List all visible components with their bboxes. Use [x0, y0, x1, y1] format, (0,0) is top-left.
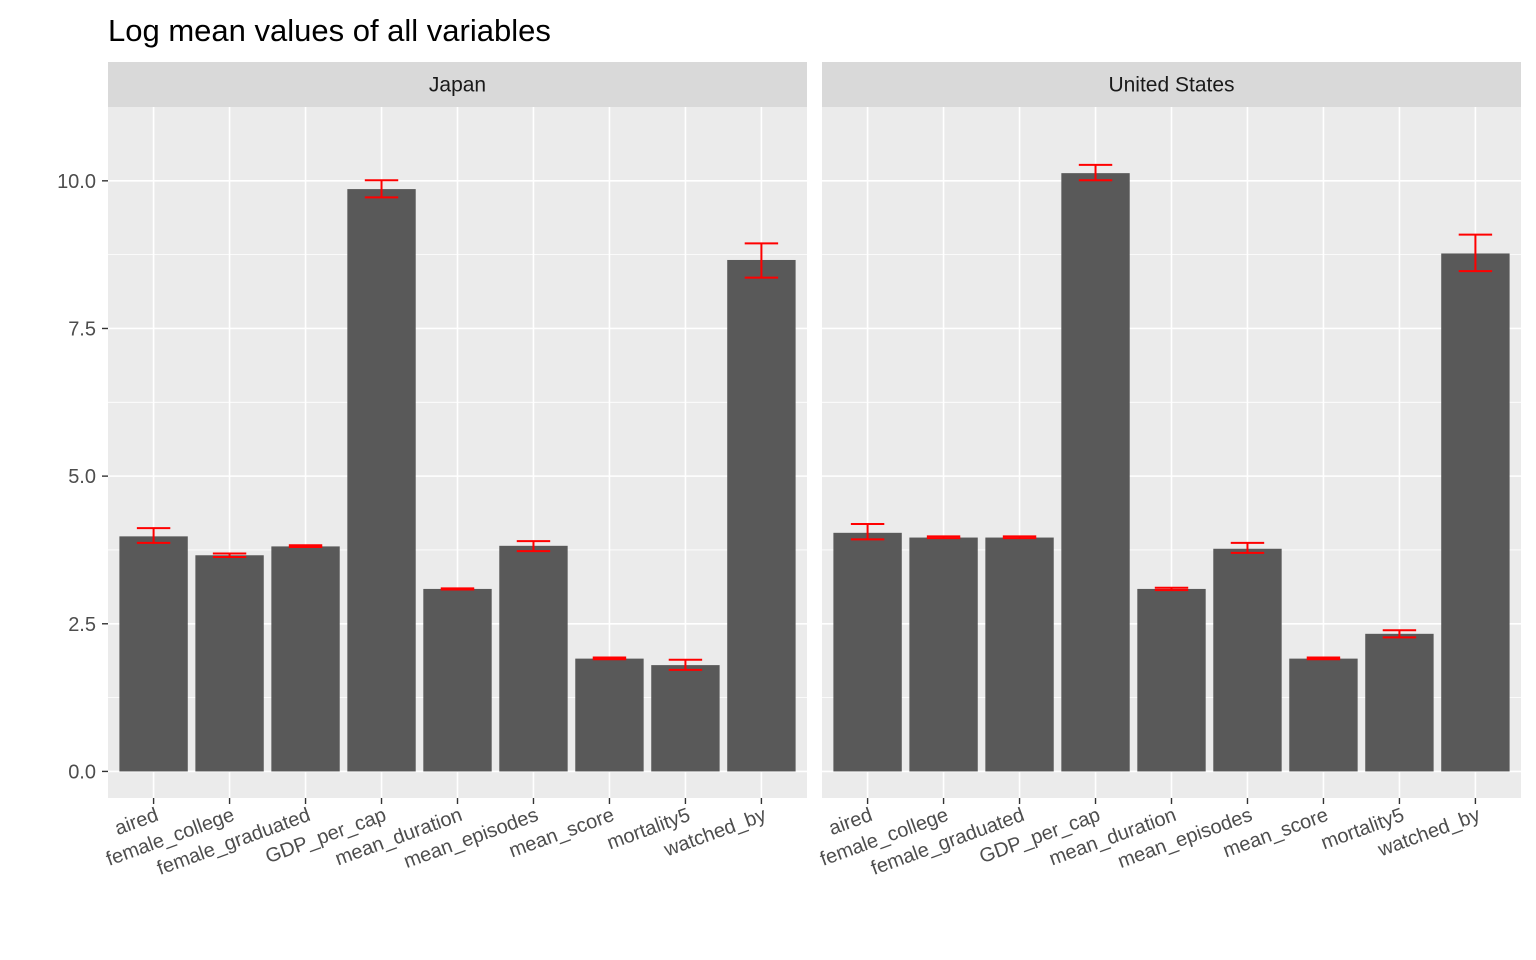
facet-strip	[822, 62, 1521, 107]
error-bar-aired	[850, 522, 885, 541]
bar-watched_by	[1441, 253, 1510, 772]
y-tick-label: 10.0	[57, 171, 96, 193]
bar-mean_duration	[423, 588, 492, 772]
facet-strip	[108, 62, 807, 107]
error-bar-female_college	[212, 552, 247, 559]
bar-watched_by	[727, 259, 796, 772]
bar-mean_episodes	[499, 545, 568, 772]
bar-mean_episodes	[1213, 548, 1282, 772]
bar-mean_score	[575, 658, 644, 772]
error-bar-watched_by	[744, 242, 779, 279]
y-tick-label: 5.0	[68, 466, 96, 488]
error-bar-gdp_per_cap	[364, 179, 399, 199]
facet-panel-japan: Japanairedfemale_collegefemale_graduated…	[57, 62, 807, 880]
error-bar-female_graduated	[288, 544, 323, 548]
facet-strip-label: United States	[1108, 74, 1234, 97]
error-bar-gdp_per_cap	[1078, 163, 1113, 182]
bar-female_graduated	[271, 546, 340, 772]
error-bar-watched_by	[1458, 233, 1493, 273]
bar-mortality5	[651, 665, 720, 772]
error-bar-mean_score	[592, 656, 627, 661]
y-tick-label: 2.5	[68, 614, 96, 636]
bar-gdp_per_cap	[1061, 173, 1130, 772]
error-bar-mortality5	[1382, 629, 1417, 639]
error-bar-mean_duration	[440, 587, 475, 591]
bar-mean_score	[1289, 658, 1358, 772]
facet-strip-label: Japan	[429, 74, 486, 97]
panels: Japanairedfemale_collegefemale_graduated…	[57, 62, 1521, 880]
bar-aired	[833, 532, 902, 772]
bar-gdp_per_cap	[347, 189, 416, 772]
chart-title: Log mean values of all variables	[108, 13, 551, 48]
error-bar-mortality5	[668, 658, 703, 671]
error-bar-mean_score	[1306, 656, 1341, 661]
facet-panel-united-states: United Statesairedfemale_collegefemale_g…	[817, 62, 1521, 880]
bar-aired	[119, 536, 188, 772]
error-bar-mean_episodes	[516, 540, 551, 553]
y-tick-label: 0.0	[68, 761, 96, 783]
error-bar-aired	[136, 527, 171, 544]
error-bar-female_graduated	[1002, 535, 1037, 540]
bar-mean_duration	[1137, 588, 1206, 772]
bar-female_college	[909, 537, 978, 772]
error-bar-female_college	[926, 535, 961, 540]
error-bar-mean_duration	[1154, 586, 1189, 592]
bar-mortality5	[1365, 633, 1434, 772]
y-tick-label: 7.5	[68, 318, 96, 340]
error-bar-mean_episodes	[1230, 541, 1265, 554]
bar-female_college	[195, 555, 264, 772]
bar-female_graduated	[985, 537, 1054, 772]
